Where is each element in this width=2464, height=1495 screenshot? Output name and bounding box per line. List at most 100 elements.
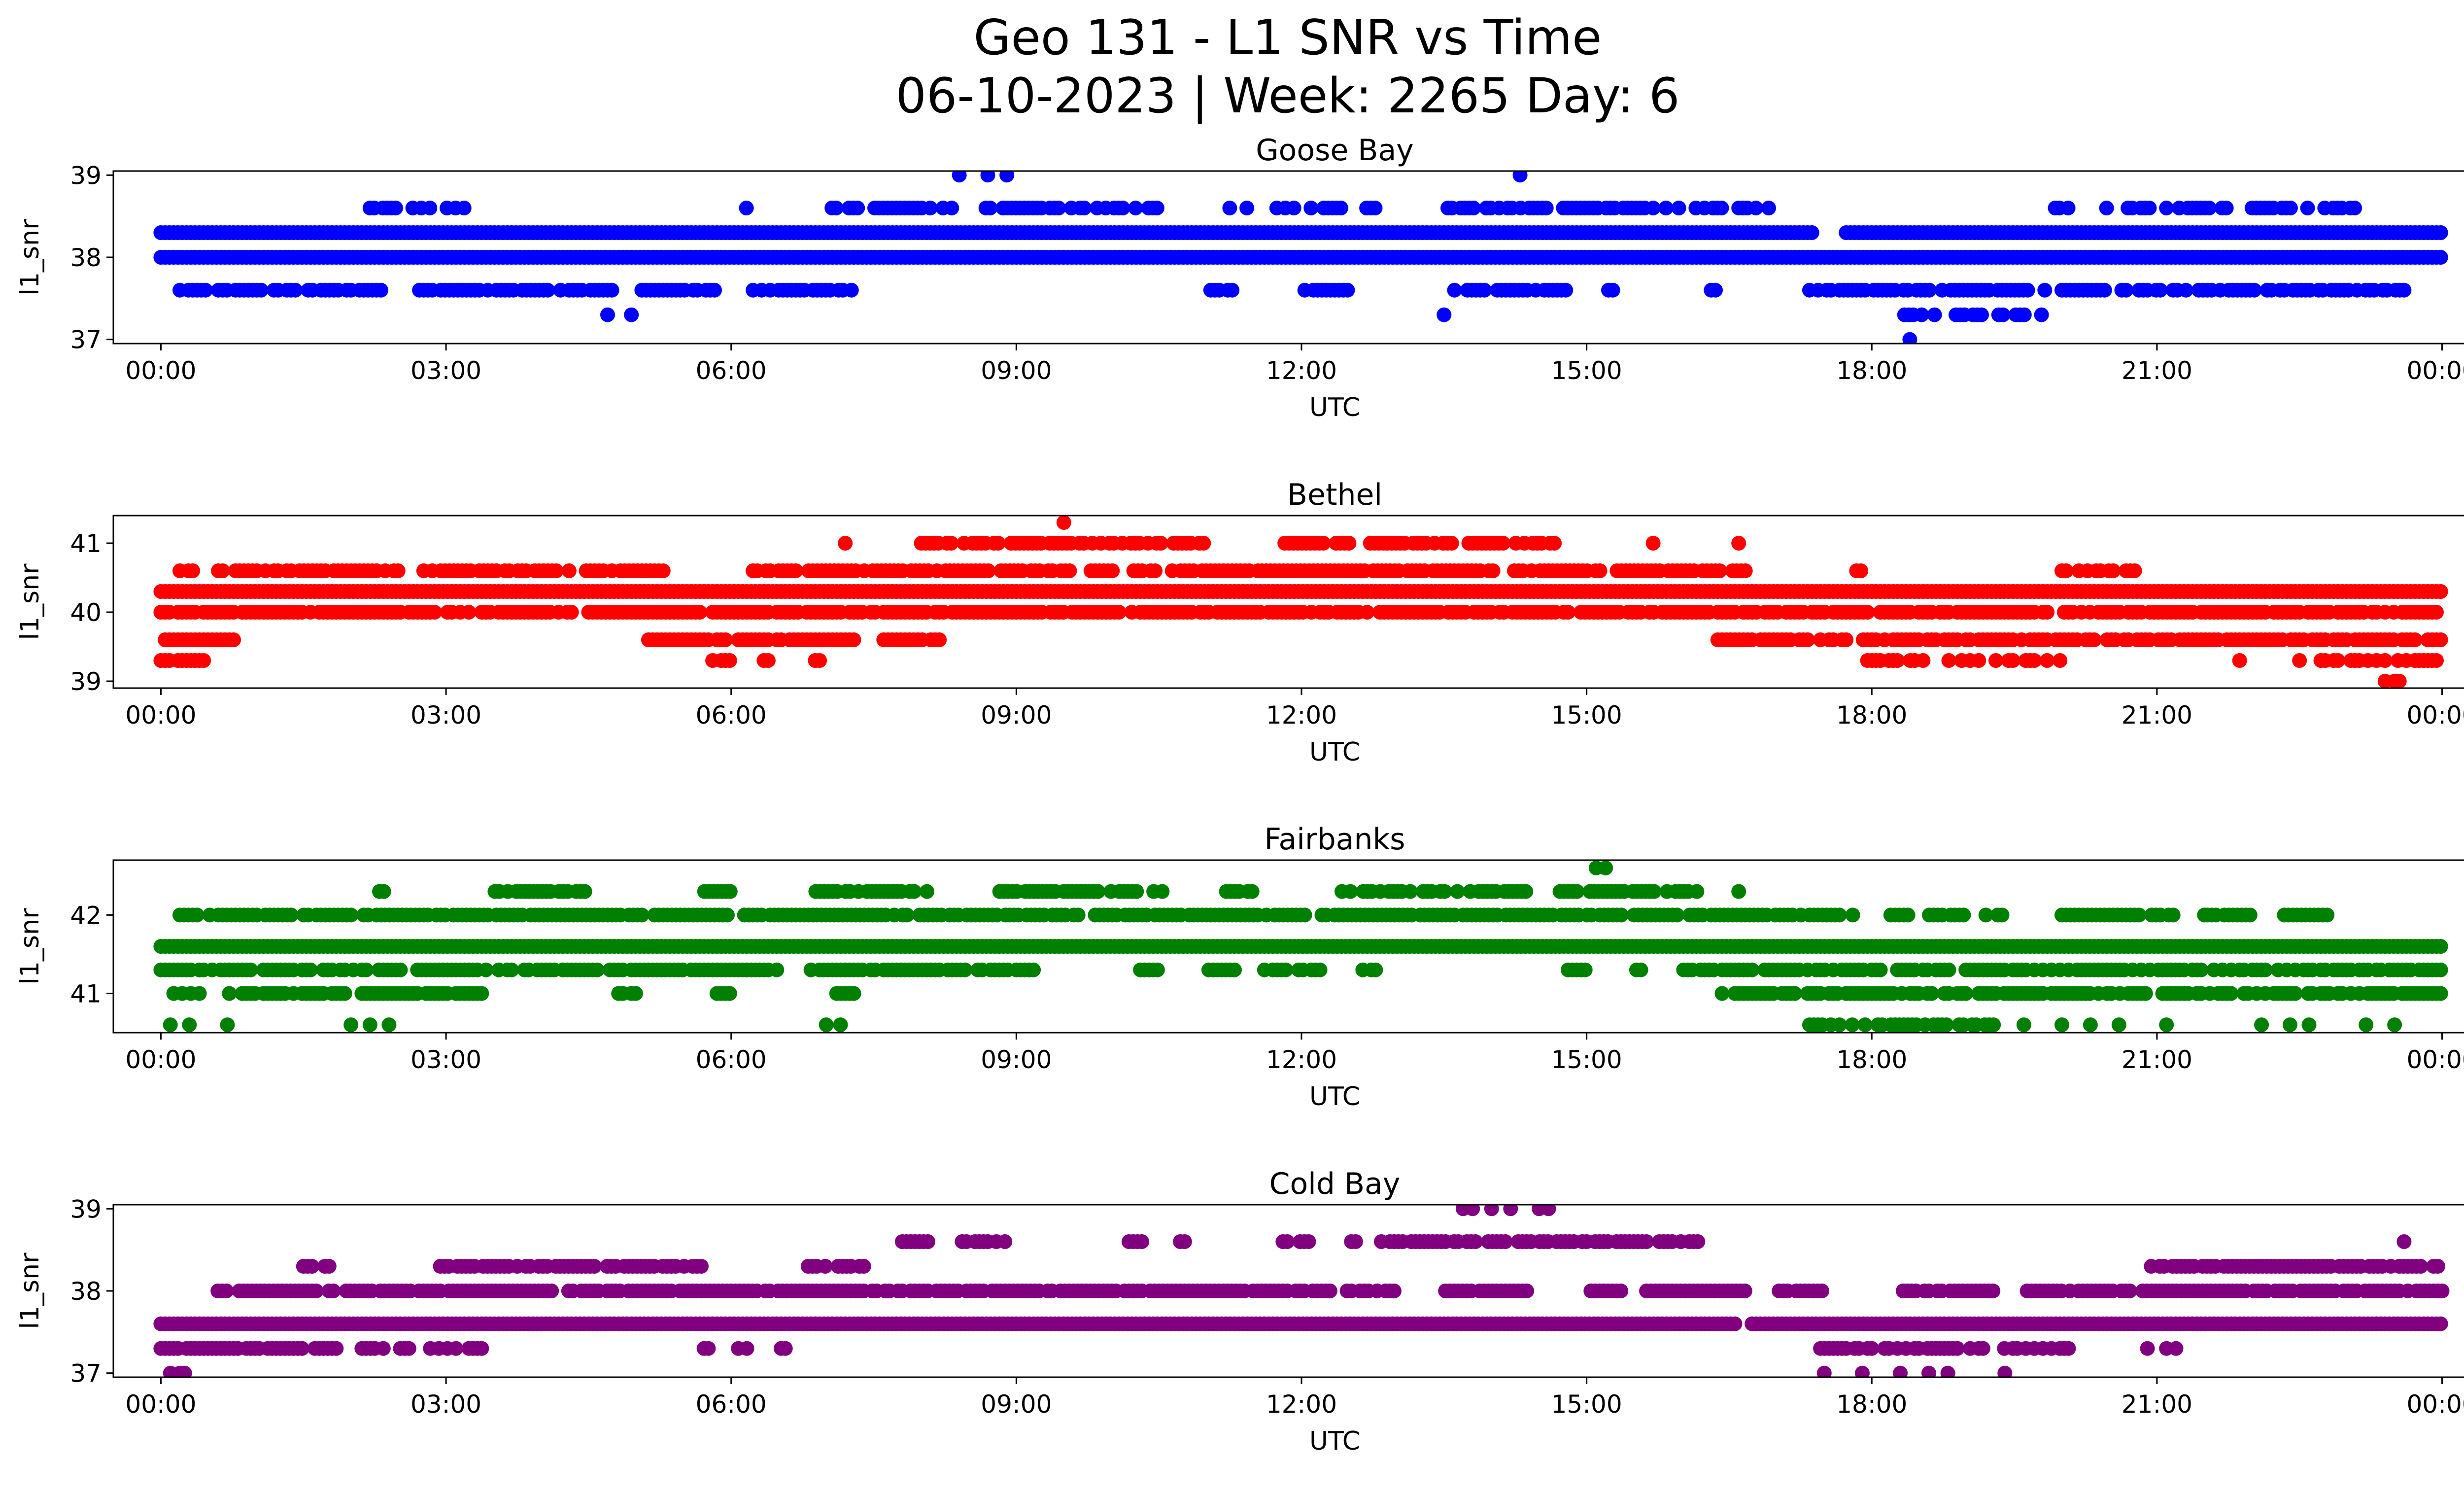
- figure-title: Geo 131 - L1 SNR vs Time 06-10-2023 | We…: [0, 9, 2464, 125]
- data-point: [1450, 884, 1465, 899]
- data-point: [2258, 962, 2273, 977]
- data-point: [1832, 1017, 1847, 1033]
- data-point: [624, 307, 639, 322]
- data-point: [1748, 201, 1763, 215]
- data-point: [1297, 907, 1312, 923]
- data-point: [850, 201, 865, 215]
- data-point: [812, 653, 827, 668]
- data-point: [1360, 605, 1375, 620]
- data-point: [2058, 563, 2074, 578]
- x-tick-label: 15:00: [1551, 356, 1622, 385]
- data-point: [788, 563, 803, 578]
- data-point: [844, 282, 859, 298]
- data-point: [1971, 653, 1986, 668]
- data-point: [1939, 1017, 1954, 1033]
- data-point: [1978, 907, 1993, 923]
- data-point: [359, 962, 374, 977]
- data-point: [628, 986, 643, 1001]
- data-point: [479, 962, 494, 977]
- data-point: [1150, 962, 1165, 977]
- data-point: [1988, 653, 2003, 668]
- data-point: [1916, 653, 1931, 668]
- data-point: [1598, 860, 1613, 875]
- data-point: [243, 962, 258, 977]
- y-tick-label: 39: [70, 161, 102, 190]
- x-tick-label: 03:00: [411, 1045, 481, 1074]
- data-point: [604, 282, 619, 298]
- data-point: [1974, 307, 1989, 322]
- data-point: [1070, 907, 1086, 923]
- data-point: [2247, 282, 2262, 298]
- data-point: [1111, 605, 1127, 620]
- data-point: [474, 986, 489, 1001]
- data-point: [427, 605, 442, 620]
- data-point: [540, 282, 555, 298]
- x-axis-label: UTC: [1309, 737, 1360, 767]
- data-point: [215, 563, 230, 578]
- data-point: [600, 307, 615, 322]
- data-point: [1689, 884, 1705, 899]
- data-point: [189, 907, 205, 923]
- data-point: [1316, 536, 1331, 551]
- data-point: [192, 986, 207, 1001]
- data-point: [393, 962, 408, 977]
- data-point: [1745, 962, 1760, 977]
- data-point: [390, 563, 406, 578]
- x-tick-label: 21:00: [2122, 1045, 2192, 1074]
- data-point: [999, 171, 1015, 183]
- data-point: [1646, 884, 1662, 899]
- data-point: [1312, 962, 1328, 977]
- data-point: [2301, 1017, 2317, 1033]
- data-point: [1244, 884, 1260, 899]
- data-point: [1845, 907, 1860, 923]
- data-point: [1669, 907, 1684, 923]
- x-tick-label: 06:00: [696, 356, 767, 385]
- data-point: [2282, 1017, 2297, 1033]
- data-point: [1518, 884, 1534, 899]
- data-point: [1927, 307, 1942, 322]
- plot-frame: [112, 859, 2464, 1034]
- data-point: [760, 653, 776, 668]
- data-point: [1800, 632, 1815, 647]
- x-tick-label: 09:00: [981, 701, 1052, 730]
- data-point: [2320, 907, 2335, 923]
- data-point: [1714, 201, 1729, 215]
- data-point: [1914, 307, 1929, 322]
- data-point: [2054, 1017, 2069, 1033]
- data-point: [1303, 201, 1319, 215]
- data-point: [2020, 282, 2035, 298]
- data-point: [2288, 986, 2303, 1001]
- data-point: [983, 201, 998, 215]
- y-tick-label: 42: [70, 901, 102, 930]
- data-point: [461, 605, 477, 620]
- y-tick-label: 40: [70, 598, 102, 627]
- data-point: [899, 907, 915, 923]
- data-point: [504, 962, 519, 977]
- data-point: [2392, 674, 2407, 688]
- data-point: [196, 653, 211, 668]
- scatter-points: [153, 171, 2448, 344]
- x-tick-label: 18:00: [1836, 356, 1907, 385]
- data-point: [991, 536, 1006, 551]
- data-point: [1278, 962, 1294, 977]
- data-point: [185, 563, 201, 578]
- data-point: [833, 1017, 848, 1033]
- data-point: [1444, 536, 1459, 551]
- data-point: [722, 653, 737, 668]
- data-point: [2053, 653, 2068, 668]
- data-point: [337, 986, 352, 1001]
- data-point: [1853, 563, 1869, 578]
- data-point: [1614, 907, 1629, 923]
- data-point: [1956, 907, 1971, 923]
- data-point: [1148, 563, 1163, 578]
- data-point: [1845, 1017, 1860, 1033]
- scatter-points: [153, 516, 2448, 688]
- data-point: [2060, 201, 2076, 215]
- data-point: [1873, 962, 1888, 977]
- data-point: [1714, 986, 1730, 1001]
- data-point: [722, 884, 738, 899]
- data-point: [1056, 516, 1071, 530]
- x-tick-label: 18:00: [1836, 1045, 1907, 1074]
